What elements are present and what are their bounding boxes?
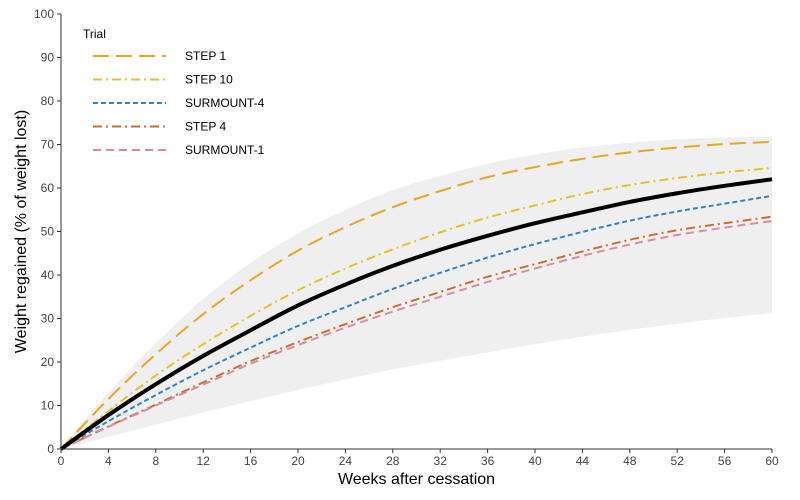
legend-item: STEP 10 — [93, 73, 233, 87]
legend: Trial STEP 1 STEP 10 SURMOUNT-4 STEP 4 SURMO… — [83, 27, 265, 157]
y-axis-ticks: 0 10 20 30 40 50 60 70 80 90 100 — [34, 7, 61, 456]
y-tick-label: 60 — [41, 181, 55, 195]
x-axis-ticks: 0 4 8 12 16 20 24 28 32 36 40 44 48 52 56 60 — [58, 449, 779, 468]
y-tick-label: 70 — [41, 138, 55, 152]
series-line-step-1 — [60, 140, 773, 450]
x-tick-label: 60 — [765, 454, 779, 468]
confidence-band-layer — [61, 136, 772, 450]
legend-label: STEP 1 — [185, 49, 226, 63]
y-tick-label: 10 — [41, 399, 55, 413]
series-line-step-10 — [60, 166, 773, 450]
legend-item: STEP 4 — [93, 120, 226, 134]
legend-label: STEP 4 — [185, 120, 226, 134]
legend-label: SURMOUNT-1 — [185, 143, 265, 157]
y-tick-label: 40 — [41, 268, 55, 282]
series-layer — [59, 140, 773, 451]
x-tick-label: 32 — [434, 454, 448, 468]
x-tick-label: 0 — [58, 454, 65, 468]
legend-items: STEP 1 STEP 10 SURMOUNT-4 STEP 4 SURMOUNT-1 — [93, 49, 265, 157]
legend-label: SURMOUNT-4 — [185, 96, 265, 110]
x-tick-label: 16 — [244, 454, 258, 468]
y-tick-label: 90 — [41, 51, 55, 65]
series-line-surmount-4 — [60, 194, 773, 450]
y-tick-label: 100 — [34, 7, 54, 21]
x-tick-label: 20 — [291, 454, 305, 468]
x-tick-label: 56 — [718, 454, 732, 468]
legend-label: STEP 10 — [185, 73, 233, 87]
x-tick-label: 8 — [152, 454, 159, 468]
y-axis-title: Weight regained (% of weight lost) — [13, 110, 30, 353]
x-tick-label: 28 — [386, 454, 400, 468]
y-tick-label: 20 — [41, 355, 55, 369]
y-tick-label: 30 — [41, 312, 55, 326]
y-tick-label: 50 — [41, 225, 55, 239]
x-axis-title: Weeks after cessation — [338, 471, 495, 488]
axes-layer: 0 4 8 12 16 20 24 28 32 36 40 44 48 52 56 60 0102030405… — [34, 7, 779, 468]
series-line-surmount-1 — [60, 220, 773, 450]
x-tick-label: 44 — [576, 454, 590, 468]
pooled-line — [59, 177, 773, 451]
series-line-step-4 — [60, 215, 773, 450]
legend-item: SURMOUNT-4 — [93, 96, 265, 110]
x-tick-label: 12 — [197, 454, 211, 468]
legend-item: SURMOUNT-1 — [93, 143, 265, 157]
x-tick-label: 52 — [671, 454, 685, 468]
x-tick-label: 36 — [481, 454, 495, 468]
confidence-band — [61, 136, 772, 450]
y-tick-label: 0 — [47, 442, 54, 456]
x-tick-label: 40 — [528, 454, 542, 468]
legend-item: STEP 1 — [93, 49, 226, 63]
y-tick-label: 80 — [41, 94, 55, 108]
x-tick-label: 24 — [339, 454, 353, 468]
x-tick-label: 48 — [623, 454, 637, 468]
x-tick-label: 4 — [105, 454, 112, 468]
legend-title: Trial — [83, 27, 106, 41]
